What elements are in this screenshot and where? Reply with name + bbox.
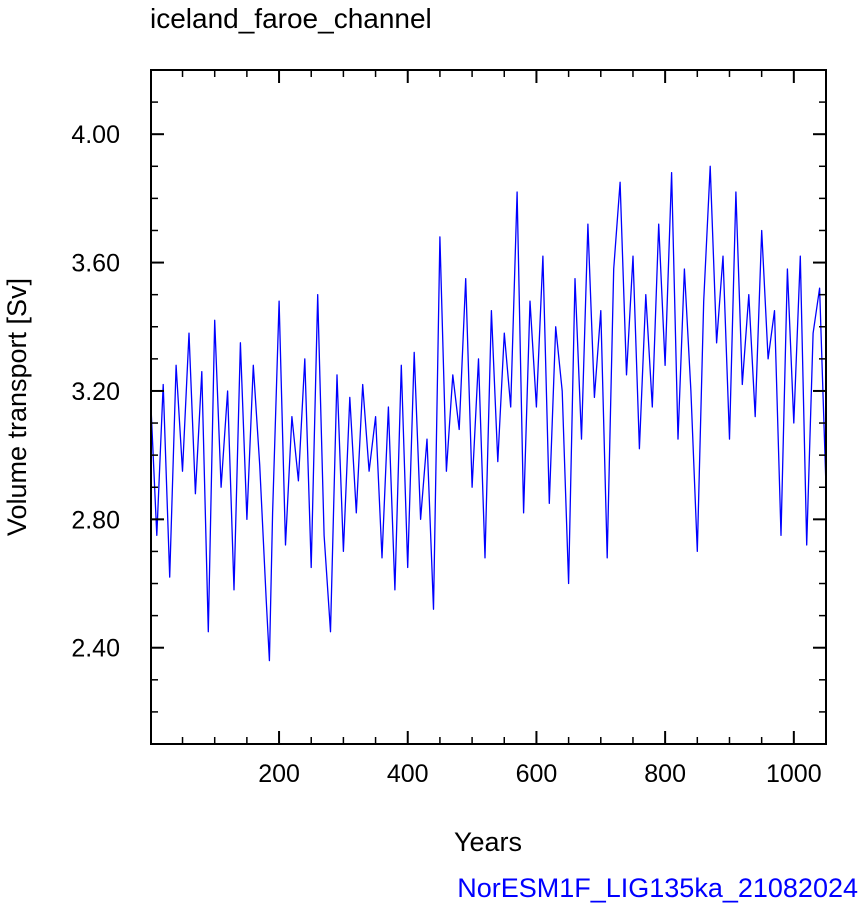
y-tick-label: 3.60 [71,250,120,278]
x-tick-label: 200 [258,760,300,788]
y-tick-label: 2.40 [71,635,120,663]
plot-frame [150,69,827,745]
y-tick-label: 3.20 [71,378,120,406]
x-tick-label: 600 [516,760,558,788]
x-tick-label: 1000 [766,760,822,788]
x-tick-label: 800 [644,760,686,788]
y-tick-label: 4.00 [71,121,120,149]
plot-area [150,165,827,662]
chart-title: iceland_faroe_channel [150,3,432,34]
series-line-0 [150,165,827,662]
credit-label: NorESM1F_LIG135ka_21082024 [457,873,858,903]
x-tick-label: 400 [387,760,429,788]
x-axis-label: Years [454,827,522,857]
axis-ticks: 200 400 600 800 1000 2.40 2.80 3.20 3.60 4.00 [71,69,827,788]
y-tick-label: 2.80 [71,506,120,534]
y-axis-label: Volume transport [Sv] [2,278,32,536]
